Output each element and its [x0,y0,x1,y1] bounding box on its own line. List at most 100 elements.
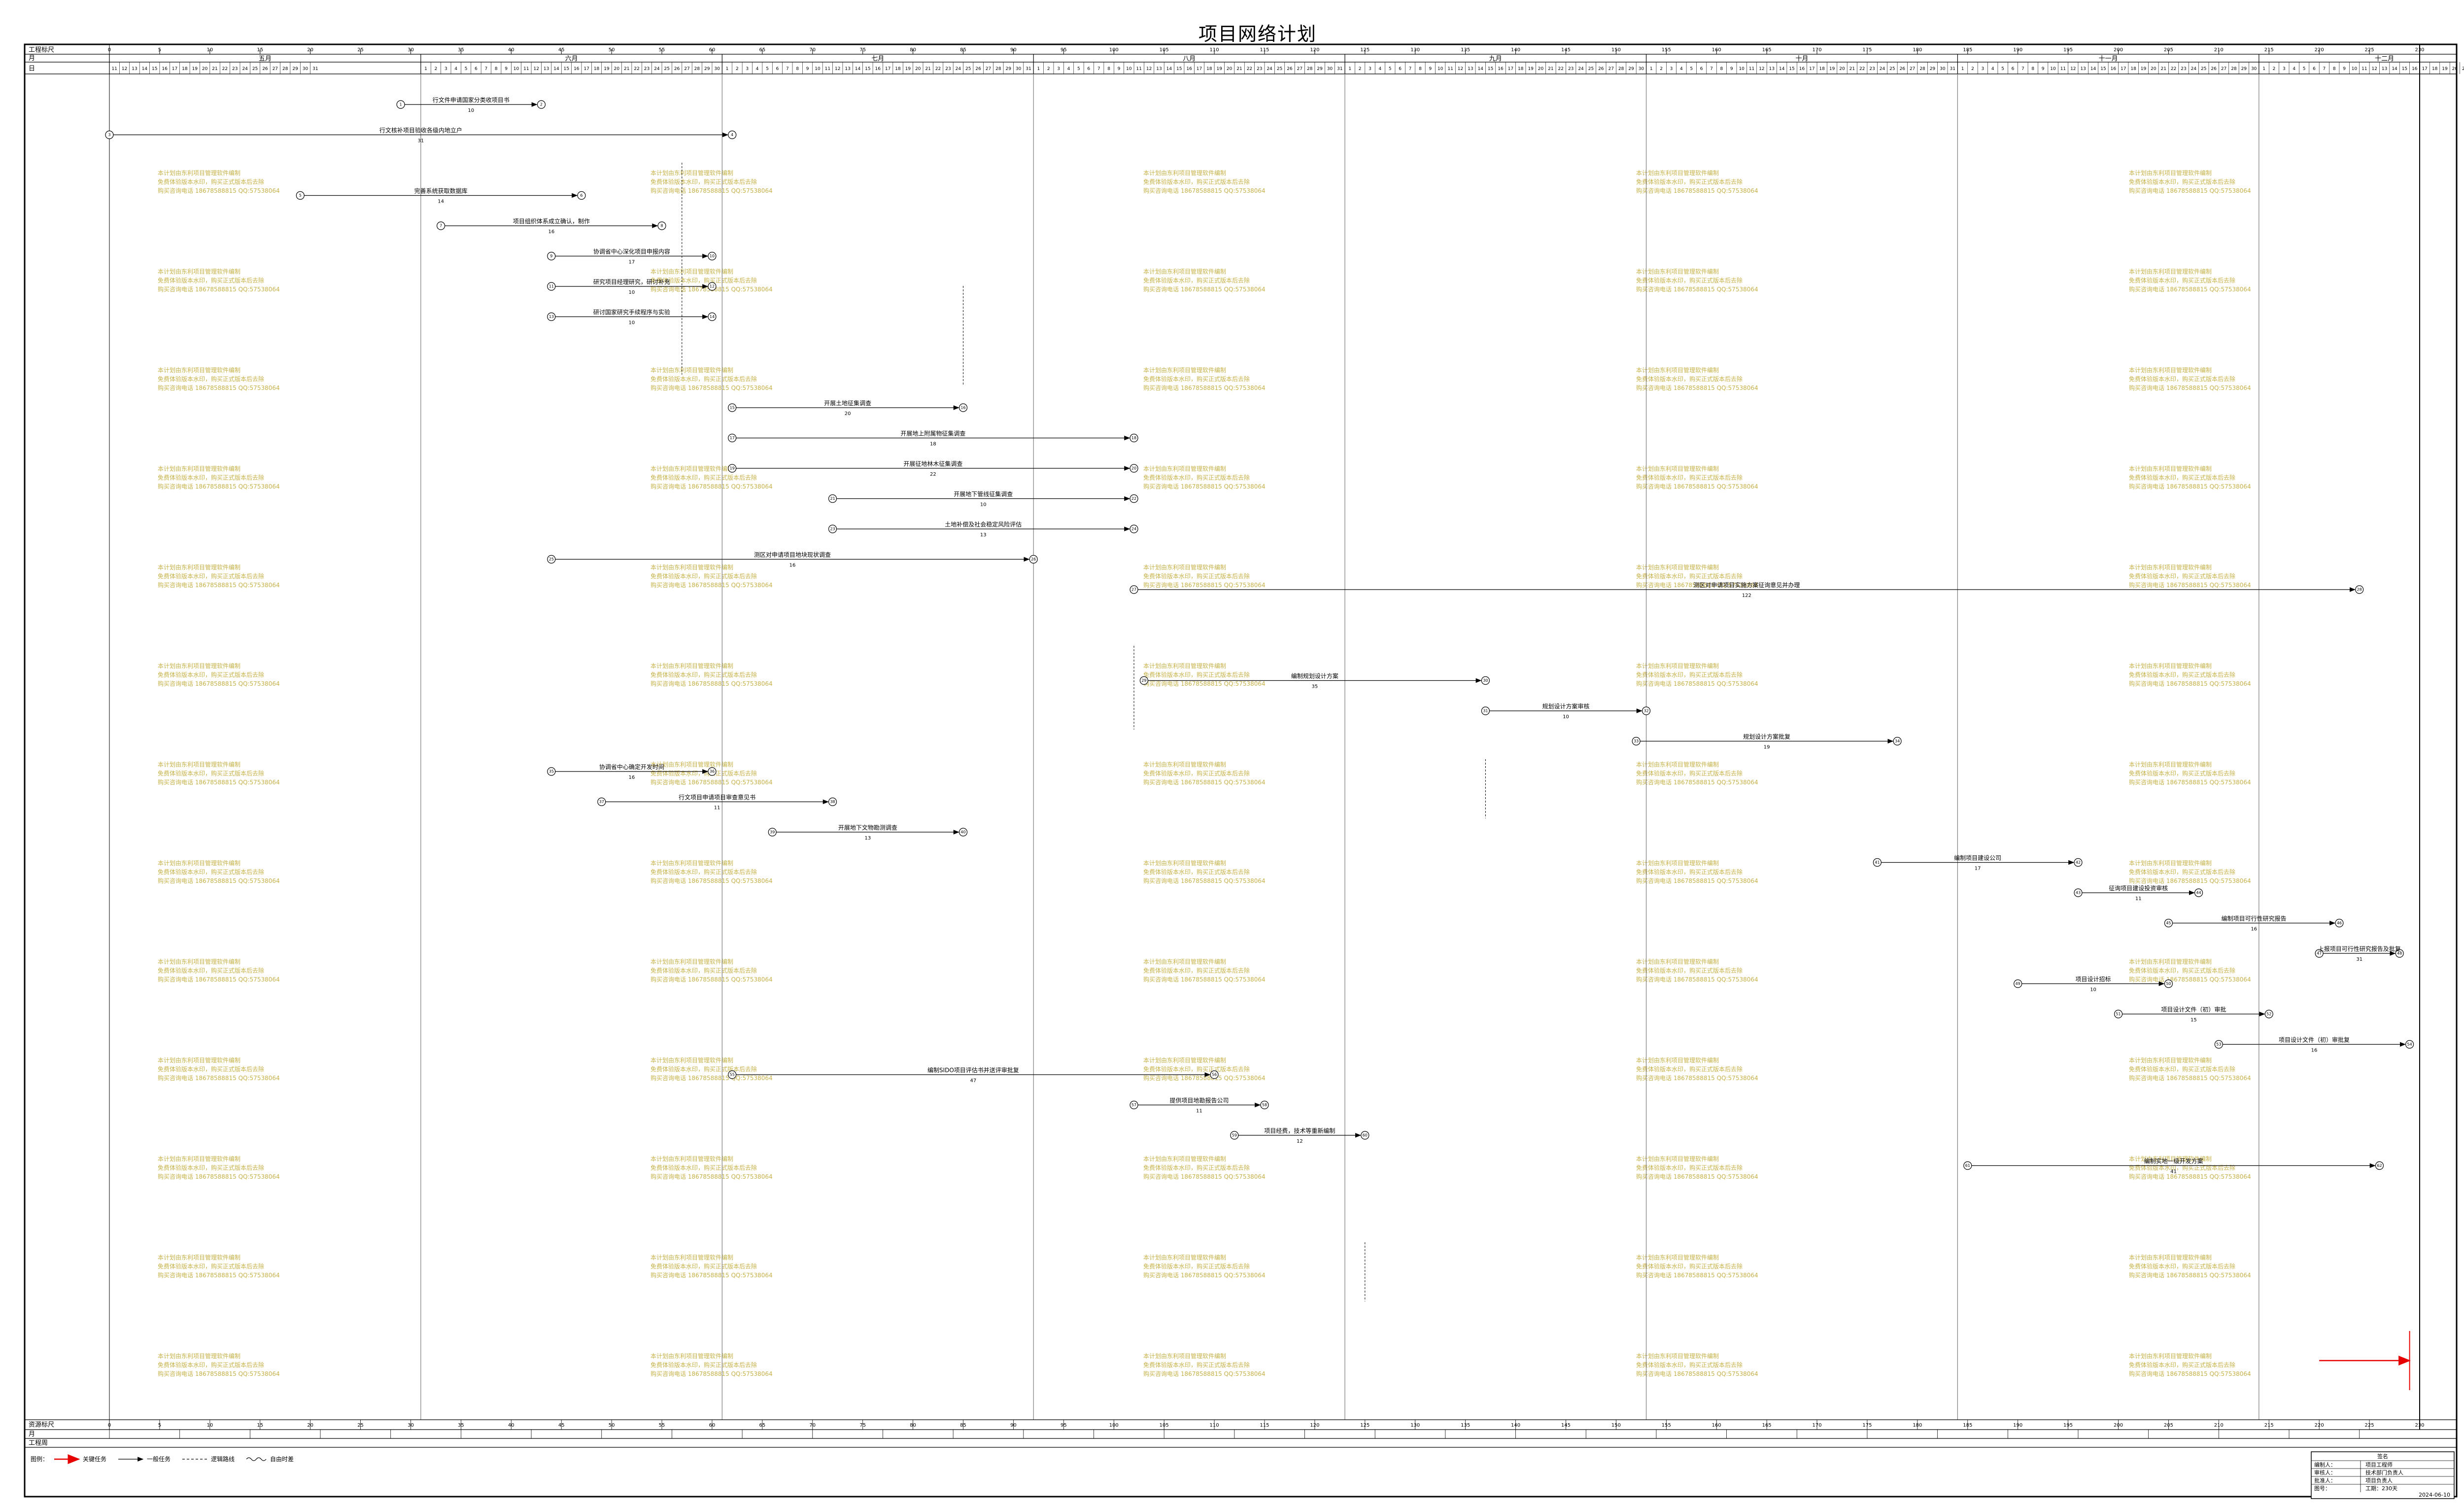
watermark-line: 本计划由东利项目管理软件编制 [1143,1155,1226,1162]
day-label: 6 [776,67,779,71]
watermark-line: 免费体验版本水印，购买正式版本后去除 [650,178,757,185]
task-arrow: 15 16 开展土地征集调查 20 [728,399,968,417]
day-label: 27 [1608,67,1613,71]
watermark-line: 购买咨询电话 18678588815 QQ:57538064 [650,778,773,786]
node-number: 1 [400,103,402,107]
watermark-line: 购买咨询电话 18678588815 QQ:57538064 [1143,1370,1266,1377]
end-node [1642,706,1651,715]
scale-label: 130 [1410,47,1420,53]
node-number: 15 [730,406,735,410]
day-label: 20 [614,67,620,71]
task-label: 项目设计文件（初）审批 [2161,1006,2226,1013]
end-node [828,797,837,806]
day-label: 10 [1739,67,1745,71]
day-label: 19 [2442,67,2448,71]
node-number: 31 [1483,709,1488,713]
watermark-line: 购买咨询电话 18678588815 QQ:57538064 [650,483,773,490]
watermark-line: 本计划由东利项目管理软件编制 [158,465,240,472]
watermark-line: 购买咨询电话 18678588815 QQ:57538064 [650,1173,773,1180]
day-label: 21 [1548,67,1553,71]
day-label: 5 [2001,67,2004,71]
day-label: 11 [2361,67,2367,71]
task-duration: 13 [865,836,871,841]
watermark-line: 购买咨询电话 18678588815 QQ:57538064 [650,1074,773,1082]
node-number: 52 [2266,1012,2271,1016]
node-number: 26 [1031,557,1036,561]
end-node [1129,494,1138,503]
start-node [728,464,737,473]
day-label: 12 [2372,67,2377,71]
node-number: 16 [960,406,965,410]
task-duration: 16 [2251,927,2257,932]
task-label: 测区对申请项目实施方案征询意见并办理 [1693,581,1800,589]
watermark-line: 本计划由东利项目管理软件编制 [1636,859,1719,867]
day-label: 28 [2231,67,2237,71]
task-arrow: 17 18 开展地上附属物征集调查 18 [728,430,1138,447]
day-label: 8 [495,67,498,71]
watermark-line: 本计划由东利项目管理软件编制 [1636,958,1719,965]
day-label: 16 [1186,67,1192,71]
task-label: 项目经费，技术等重新编制 [1264,1127,1335,1134]
day-label: 12 [534,67,539,71]
scale-label: 180 [1913,47,1922,53]
day-label: 10 [513,67,519,71]
start-node [547,555,556,564]
scale-label: 40 [508,47,514,53]
task-arrow: 19 20 开展征地林木征集调查 22 [728,460,1138,477]
task-label: 提供项目地勘报告公司 [1170,1097,1229,1104]
header-label-day: 日 [29,65,35,72]
task-arrow: 55 56 编制SIDO项目评估书并送评审批复 47 [728,1066,1219,1084]
watermark-line: 购买咨询电话 18678588815 QQ:57538064 [1636,976,1758,983]
day-label: 8 [796,67,799,71]
scale-label: 110 [1210,47,1219,53]
day-label: 25 [965,67,971,71]
day-label: 27 [684,67,689,71]
start-node [1632,736,1641,746]
day-label: 5 [1389,67,1392,71]
watermark-line: 免费体验版本水印，购买正式版本后去除 [2129,474,2235,481]
day-label: 27 [273,67,278,71]
watermark-line: 免费体验版本水印，购买正式版本后去除 [2129,770,2235,777]
footer-scale-label: 135 [1461,1423,1470,1428]
day-label: 24 [956,67,961,71]
watermark-line: 本计划由东利项目管理软件编制 [650,1056,733,1064]
task-arrow: 43 44 征询项目建设投资审核 11 [2074,884,2203,902]
watermark-line: 免费体验版本水印，购买正式版本后去除 [1143,474,1250,481]
legend-critical-text: 关键任务 [83,1455,106,1463]
day-label: 14 [1166,67,1172,71]
footer-label-month: 月 [29,1431,35,1438]
day-label: 6 [1399,67,1402,71]
start-node [1139,676,1149,685]
task-label: 开展征地林木征集调查 [903,460,962,467]
start-node [597,797,606,806]
end-node [2395,949,2404,958]
watermark-line: 免费体验版本水印，购买正式版本后去除 [650,868,757,876]
footer-scale-label: 65 [759,1423,766,1428]
watermark-line: 本计划由东利项目管理软件编制 [2129,761,2212,768]
month-label: 九月 [1489,55,1502,63]
footer-scale-label: 200 [2114,1423,2123,1428]
watermark-line: 购买咨询电话 18678588815 QQ:57538064 [2129,285,2251,293]
day-label: 10 [815,67,821,71]
footer-scale-label: 105 [1160,1423,1169,1428]
day-label: 16 [574,67,580,71]
day-label: 13 [1156,67,1162,71]
node-number: 18 [1131,436,1136,440]
day-label: 26 [2211,67,2217,71]
header-label-scale: 工程标尺 [29,46,54,54]
watermark-line: 免费体验版本水印，购买正式版本后去除 [1143,375,1250,383]
footer-scale-label: 155 [1662,1423,1671,1428]
task-arrow: 27 28 测区对申请项目实施方案征询意见并办理 122 [1129,581,2364,598]
watermark-line: 本计划由东利项目管理软件编制 [2129,958,2212,965]
day-label: 4 [756,67,759,71]
start-node [2164,918,2173,928]
day-label: 15 [1789,67,1794,71]
day-label: 29 [1006,67,1012,71]
start-node [828,494,837,503]
day-label: 18 [594,67,600,71]
watermark-line: 免费体验版本水印，购买正式版本后去除 [2129,671,2235,678]
day-label: 5 [1690,67,1693,71]
node-number: 50 [2166,981,2171,986]
scale-label: 60 [709,47,716,53]
day-label: 3 [1981,67,1984,71]
